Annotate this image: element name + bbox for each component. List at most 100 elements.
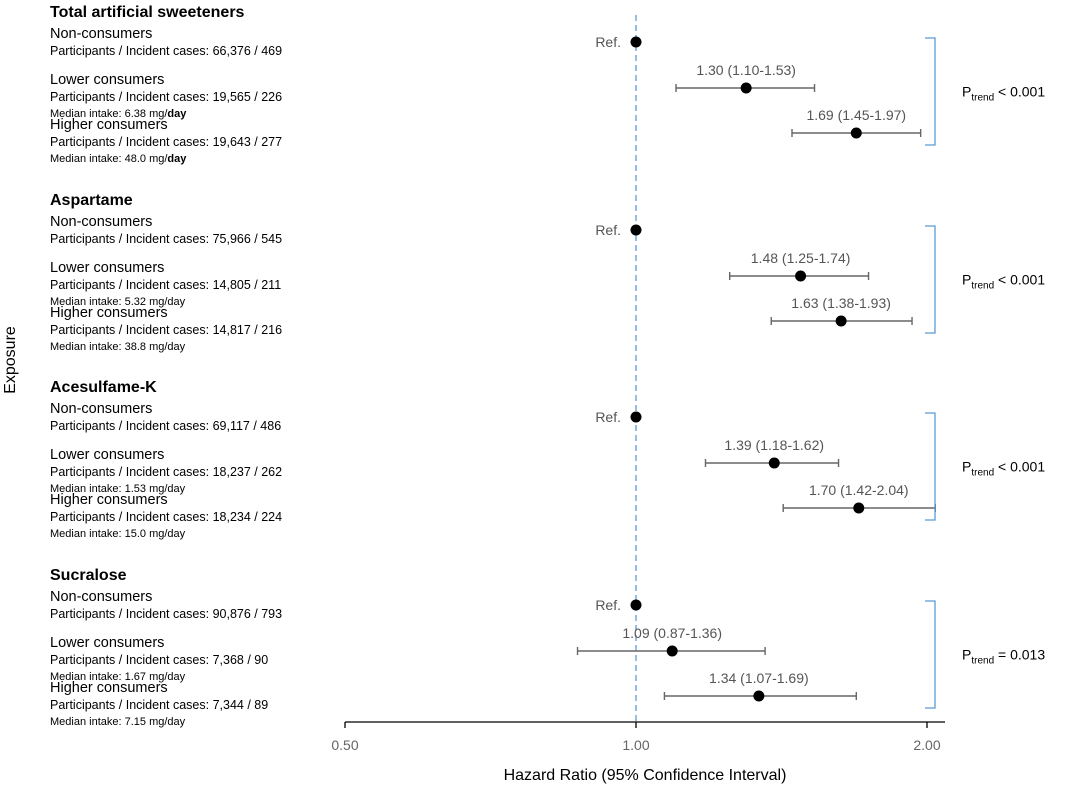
hr-point <box>768 457 780 469</box>
row-label: Non-consumers <box>50 26 152 42</box>
exposure-group: Acesulfame-K Non-consumers Participants / … <box>50 379 282 540</box>
x-axis-label: Hazard Ratio (95% Confidence Interval) <box>504 767 787 784</box>
row-label: Higher consumers <box>50 680 168 696</box>
row-median: Median intake: 1.67 mg/day <box>50 671 186 683</box>
hr-point <box>630 36 642 48</box>
hr-point <box>630 599 642 611</box>
row-detail: Participants / Incident cases: 90,876 / … <box>50 607 282 621</box>
p-trend-label: Ptrend = 0.013 <box>962 647 1045 667</box>
x-axis: 0.50 1.00 2.00 <box>331 721 945 753</box>
median-text: Median intake: 1.53 mg/day <box>50 483 186 495</box>
x-tick-label: 2.00 <box>913 737 940 753</box>
row-detail: Participants / Incident cases: 18,234 / … <box>50 510 282 524</box>
ref-label: Ref. <box>595 597 621 613</box>
ref-label: Ref. <box>595 409 621 425</box>
trend-bracket <box>925 412 936 521</box>
group-title: Aspartame <box>50 192 133 209</box>
estimate-label: 1.69 (1.45-1.97) <box>806 107 906 123</box>
row-detail: Participants / Incident cases: 75,966 / … <box>50 232 282 246</box>
hr-point <box>740 82 752 94</box>
row-detail: Participants / Incident cases: 19,565 / … <box>50 90 282 104</box>
p-trend-label: Ptrend < 0.001 <box>962 84 1045 104</box>
estimate-label: 1.30 (1.10-1.53) <box>696 62 796 78</box>
trend-bracket <box>925 600 936 709</box>
median-text: Median intake: 48.0 mg/ <box>50 153 168 165</box>
p-trend-prefix: P <box>962 459 971 475</box>
group-title: Total artificial sweeteners <box>50 4 245 21</box>
hr-point <box>630 411 642 423</box>
estimate-label: 1.63 (1.38-1.93) <box>791 295 891 311</box>
row-label: Non-consumers <box>50 589 152 605</box>
median-unit: day <box>167 153 187 165</box>
row-label: Lower consumers <box>50 447 164 463</box>
estimate-label: 1.39 (1.18-1.62) <box>724 437 824 453</box>
p-trend-prefix: P <box>962 647 971 663</box>
p-trend-value: < 0.001 <box>994 84 1045 100</box>
row-detail: Participants / Incident cases: 7,368 / 9… <box>50 653 268 667</box>
group-title: Acesulfame-K <box>50 379 157 396</box>
p-trend-subscript: trend <box>971 468 994 479</box>
median-text: Median intake: 1.67 mg/day <box>50 671 186 683</box>
row-median: Median intake: 38.8 mg/day <box>50 341 186 353</box>
row-median: Median intake: 7.15 mg/day <box>50 716 186 728</box>
row-detail: Participants / Incident cases: 18,237 / … <box>50 465 282 479</box>
hr-point <box>795 270 807 282</box>
row-detail: Participants / Incident cases: 66,376 / … <box>50 44 282 58</box>
hr-point <box>835 315 847 327</box>
p-trend-label: Ptrend < 0.001 <box>962 459 1045 479</box>
median-text: Median intake: 15.0 mg/day <box>50 528 186 540</box>
row-median: Median intake: 48.0 mg/day <box>50 153 187 165</box>
estimate-label: 1.48 (1.25-1.74) <box>751 250 851 266</box>
row-median: Median intake: 5.32 mg/day <box>50 296 186 308</box>
estimate-label: 1.34 (1.07-1.69) <box>709 670 809 686</box>
p-trend-prefix: P <box>962 84 971 100</box>
row-label: Lower consumers <box>50 260 164 276</box>
p-trend-subscript: trend <box>971 281 994 292</box>
exposure-group: Sucralose Non-consumers Participants / Inc… <box>50 567 282 728</box>
hr-point <box>853 502 865 514</box>
hr-point <box>666 645 678 657</box>
exposure-group: Aspartame Non-consumers Participants / Inc… <box>50 192 282 353</box>
ref-label: Ref. <box>595 222 621 238</box>
row-label: Lower consumers <box>50 635 164 651</box>
trend-bracket <box>925 37 936 146</box>
row-detail: Participants / Incident cases: 14,805 / … <box>50 278 281 292</box>
row-label: Higher consumers <box>50 117 168 133</box>
trend-bracket <box>925 225 936 334</box>
median-text: Median intake: 6.38 mg/ <box>50 108 168 120</box>
p-trend-value: < 0.001 <box>994 272 1045 288</box>
hr-point <box>753 690 765 702</box>
x-tick-label: 1.00 <box>622 737 649 753</box>
median-text: Median intake: 7.15 mg/day <box>50 716 186 728</box>
p-trend-value: = 0.013 <box>994 647 1045 663</box>
median-text: Median intake: 5.32 mg/day <box>50 296 186 308</box>
x-tick-label: 0.50 <box>331 737 358 753</box>
estimate-label: 1.09 (0.87-1.36) <box>622 625 722 641</box>
p-trend-prefix: P <box>962 272 971 288</box>
row-detail: Participants / Incident cases: 69,117 / … <box>50 419 281 433</box>
row-detail: Participants / Incident cases: 7,344 / 8… <box>50 698 268 712</box>
exposure-group: Total artificial sweeteners Non-consumers… <box>50 4 282 165</box>
ref-label: Ref. <box>595 34 621 50</box>
y-axis-label: Exposure <box>2 326 19 394</box>
row-median: Median intake: 6.38 mg/day <box>50 108 187 120</box>
hr-point <box>630 224 642 236</box>
group-title: Sucralose <box>50 567 127 584</box>
p-trend-label: Ptrend < 0.001 <box>962 272 1045 292</box>
p-trend-subscript: trend <box>971 93 994 104</box>
p-trend-value: < 0.001 <box>994 459 1045 475</box>
plot-area: Ref. 1.30 (1.10-1.53) 1.69 (1.45-1.97) Ptre… <box>576 15 1045 722</box>
median-text: Median intake: 38.8 mg/day <box>50 341 186 353</box>
row-detail: Participants / Incident cases: 19,643 / … <box>50 135 282 149</box>
row-label: Higher consumers <box>50 492 168 508</box>
estimate-label: 1.70 (1.42-2.04) <box>809 482 909 498</box>
row-label: Non-consumers <box>50 401 152 417</box>
row-label: Lower consumers <box>50 72 164 88</box>
row-median: Median intake: 15.0 mg/day <box>50 528 186 540</box>
median-unit: day <box>167 108 187 120</box>
exposure-labels: Total artificial sweeteners Non-consumers… <box>50 4 282 728</box>
row-median: Median intake: 1.53 mg/day <box>50 483 186 495</box>
row-label: Higher consumers <box>50 305 168 321</box>
row-label: Non-consumers <box>50 214 152 230</box>
